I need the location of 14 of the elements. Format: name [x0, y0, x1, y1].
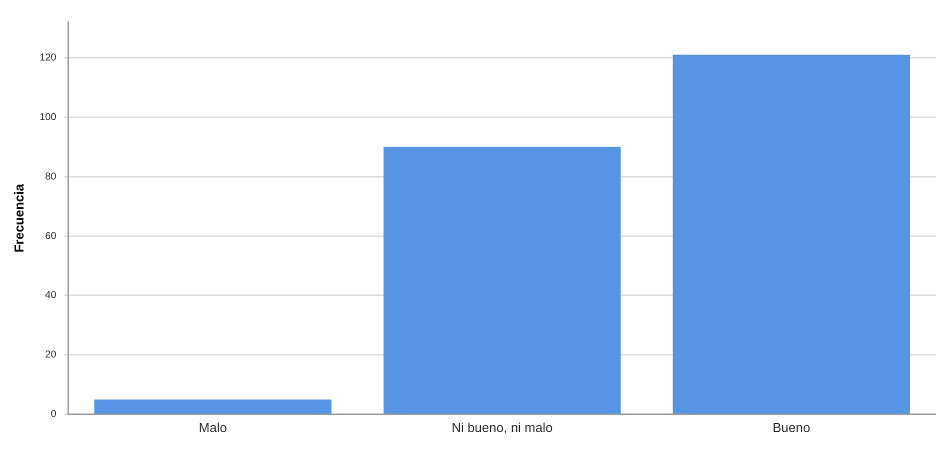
- y-tick-label: 100: [40, 112, 57, 123]
- y-tick-label: 40: [45, 290, 57, 302]
- y-tick-label: 120: [40, 52, 57, 64]
- bar: [672, 54, 910, 414]
- y-tick-label: 0: [50, 409, 57, 420]
- y-axis-title: Frecuencia: [11, 183, 26, 253]
- bar: [384, 146, 621, 414]
- y-tick-label: 60: [45, 230, 57, 242]
- y-tick-label: 20: [45, 350, 57, 361]
- x-tick-label: Bueno: [772, 420, 810, 435]
- bar: [94, 400, 332, 414]
- x-tick-label: Ni bueno, ni malo: [452, 420, 553, 435]
- x-tick-label: Malo: [198, 420, 227, 435]
- y-tick-label: 80: [45, 171, 57, 182]
